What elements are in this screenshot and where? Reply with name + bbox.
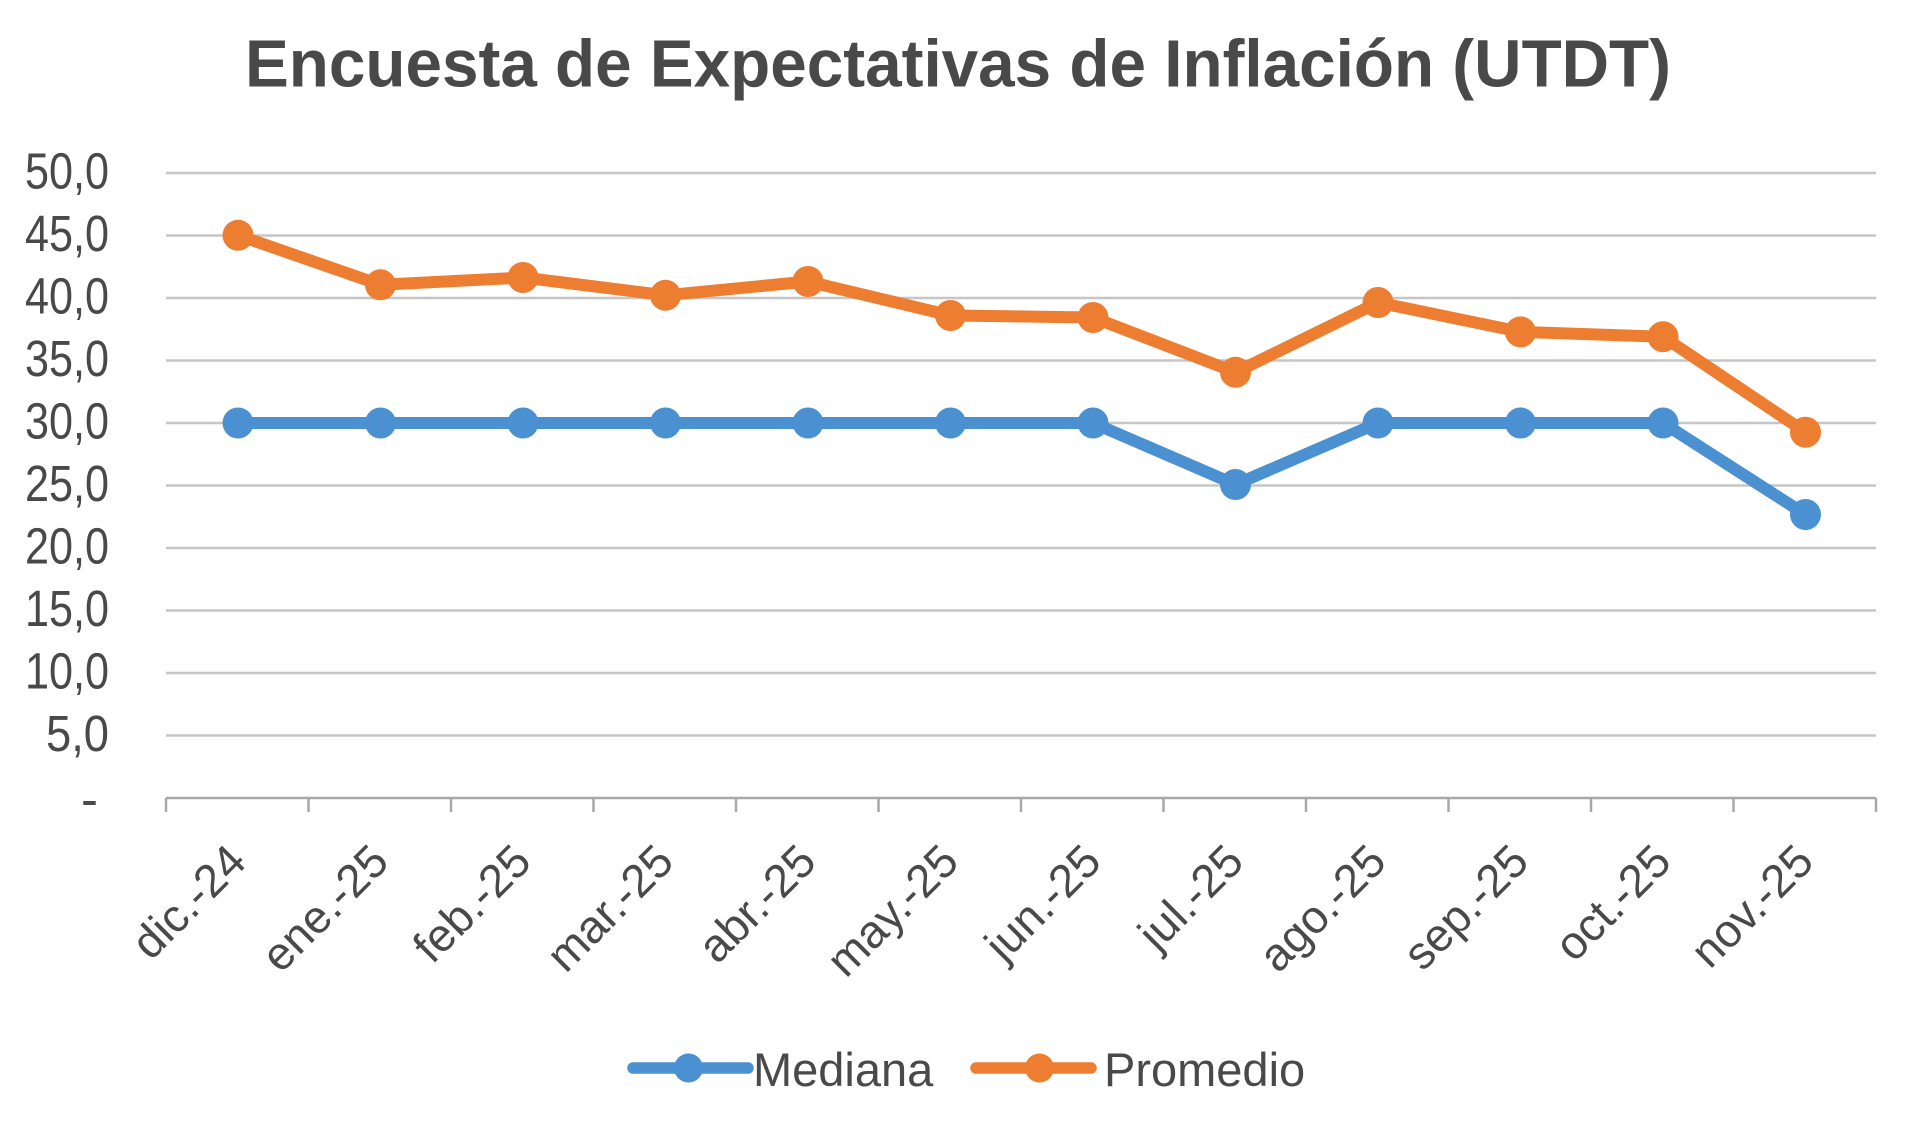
svg-text:10,0: 10,0 — [25, 643, 109, 700]
svg-text:-: - — [81, 771, 98, 828]
svg-text:25,0: 25,0 — [25, 455, 109, 512]
svg-text:15,0: 15,0 — [25, 580, 109, 637]
svg-text:30,0: 30,0 — [25, 393, 109, 450]
svg-text:Promedio: Promedio — [1104, 1043, 1305, 1096]
svg-text:20,0: 20,0 — [25, 518, 109, 575]
svg-text:35,0: 35,0 — [25, 330, 109, 387]
svg-text:45,0: 45,0 — [25, 205, 109, 262]
svg-text:5,0: 5,0 — [46, 705, 109, 762]
svg-text:Mediana: Mediana — [753, 1043, 934, 1096]
svg-text:Encuesta de Expectativas de In: Encuesta de Expectativas de Inflación (U… — [245, 27, 1671, 102]
svg-text:40,0: 40,0 — [25, 268, 109, 325]
svg-text:50,0: 50,0 — [25, 143, 109, 200]
